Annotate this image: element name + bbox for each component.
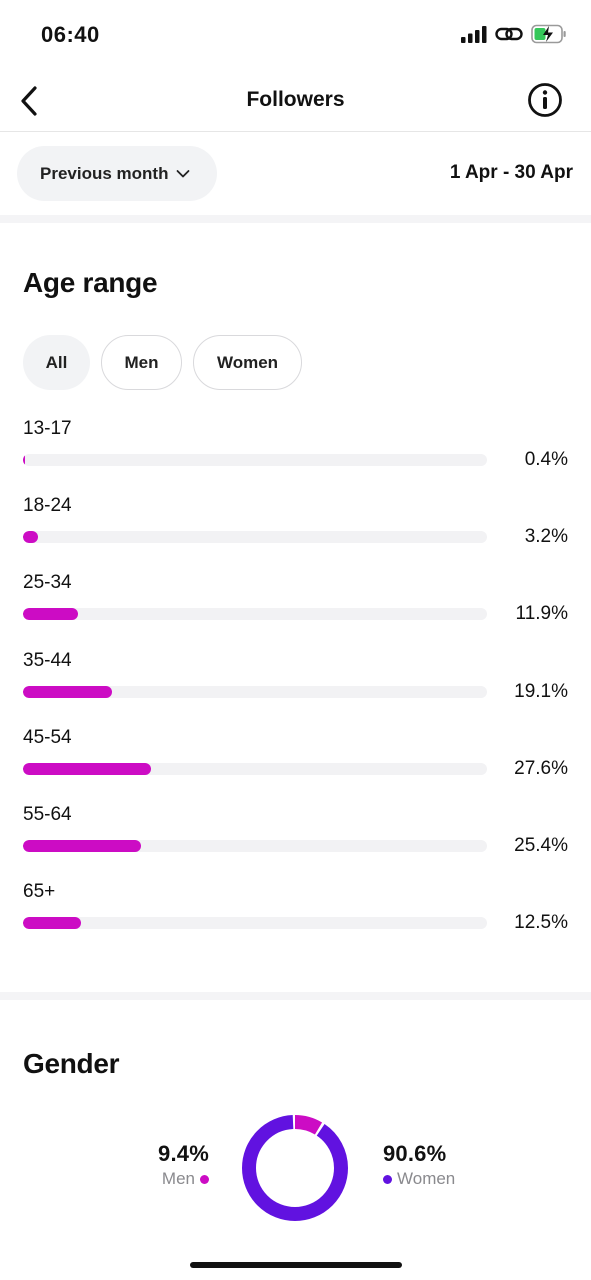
age-bar-track	[23, 762, 487, 775]
age-label: 65+	[23, 881, 56, 903]
age-label: 55-64	[23, 803, 72, 825]
women-legend-dot	[383, 1174, 392, 1184]
period-row: Previous month 1 Apr - 30 Apr	[0, 146, 591, 202]
age-value: 11.9%	[515, 603, 568, 625]
page-title: Followers	[246, 88, 345, 111]
gender-donut-chart	[242, 1115, 348, 1221]
signal-icon	[461, 26, 487, 43]
status-icons	[461, 24, 567, 44]
age-row: 55-64 25.4%	[0, 800, 591, 877]
age-label: 25-34	[23, 572, 72, 594]
age-bar-track	[23, 917, 487, 930]
age-value: 27.6%	[514, 757, 568, 779]
age-value: 25.4%	[514, 834, 568, 856]
filter-women-chip[interactable]: Women	[193, 335, 302, 390]
age-bar-fill	[23, 531, 38, 544]
women-label: Women	[397, 1169, 456, 1188]
women-stat: 90.6% Women	[383, 1141, 455, 1189]
back-button[interactable]	[14, 84, 44, 118]
age-bar-track	[23, 454, 487, 466]
gender-chart: 9.4% Men 90.6% Women	[0, 1105, 591, 1225]
age-bar-track	[23, 839, 487, 852]
age-bar-track	[23, 608, 487, 621]
age-row: 25-34 11.9%	[0, 568, 591, 645]
donut-slice-men	[242, 1115, 348, 1221]
info-icon	[528, 83, 562, 117]
gender-title: Gender	[23, 1048, 120, 1079]
status-time: 06:40	[41, 22, 100, 47]
filter-men-chip[interactable]: Men	[101, 335, 182, 390]
age-bar-fill	[23, 608, 79, 621]
section-divider	[0, 215, 591, 223]
age-bar-track	[23, 531, 487, 544]
age-bar-fill	[23, 762, 152, 775]
age-row: 45-54 27.6%	[0, 723, 591, 800]
nav-header: Followers	[0, 70, 591, 132]
men-legend: Men	[158, 1169, 209, 1189]
men-legend-dot	[200, 1174, 209, 1184]
age-value: 19.1%	[514, 680, 568, 702]
women-legend: Women	[383, 1169, 455, 1189]
age-label: 18-24	[23, 495, 72, 517]
age-row: 13-17 0.4%	[0, 414, 591, 491]
section-divider	[0, 992, 591, 1000]
link-icon	[495, 27, 523, 41]
age-bar-fill	[23, 917, 81, 930]
chevron-down-icon	[177, 169, 190, 177]
age-value: 3.2%	[524, 526, 568, 548]
age-filter-chips: All Men Women	[23, 335, 302, 390]
donut-slice-women	[242, 1115, 348, 1221]
filter-all-chip[interactable]: All	[23, 335, 90, 390]
men-label: Men	[161, 1169, 195, 1188]
age-range-title: Age range	[23, 267, 158, 298]
women-percent: 90.6%	[383, 1141, 447, 1166]
age-bar-fill	[23, 454, 25, 466]
period-dropdown[interactable]: Previous month	[17, 146, 217, 201]
period-dropdown-label: Previous month	[40, 163, 169, 183]
age-row: 35-44 19.1%	[0, 646, 591, 723]
age-label: 35-44	[23, 649, 72, 671]
date-range: 1 Apr - 30 Apr	[449, 162, 573, 183]
info-button[interactable]	[527, 82, 563, 118]
age-label: 13-17	[23, 418, 72, 439]
men-percent: 9.4%	[158, 1141, 209, 1166]
age-bar-fill	[23, 839, 141, 852]
battery-charging-icon	[531, 24, 566, 44]
chevron-left-icon	[21, 86, 37, 116]
age-label: 45-54	[23, 726, 72, 748]
age-value: 12.5%	[514, 912, 568, 934]
status-bar: 06:40	[0, 0, 591, 70]
age-bar-fill	[23, 685, 112, 698]
men-stat: 9.4% Men	[158, 1141, 209, 1189]
age-value: 0.4%	[524, 449, 568, 470]
age-bar-track	[23, 685, 487, 698]
home-indicator	[190, 1262, 402, 1268]
age-range-list: 13-17 0.4% 18-24 3.2% 25-34 11.9% 35-44 …	[0, 414, 591, 954]
age-row: 65+ 12.5%	[0, 877, 591, 954]
age-row: 18-24 3.2%	[0, 491, 591, 568]
